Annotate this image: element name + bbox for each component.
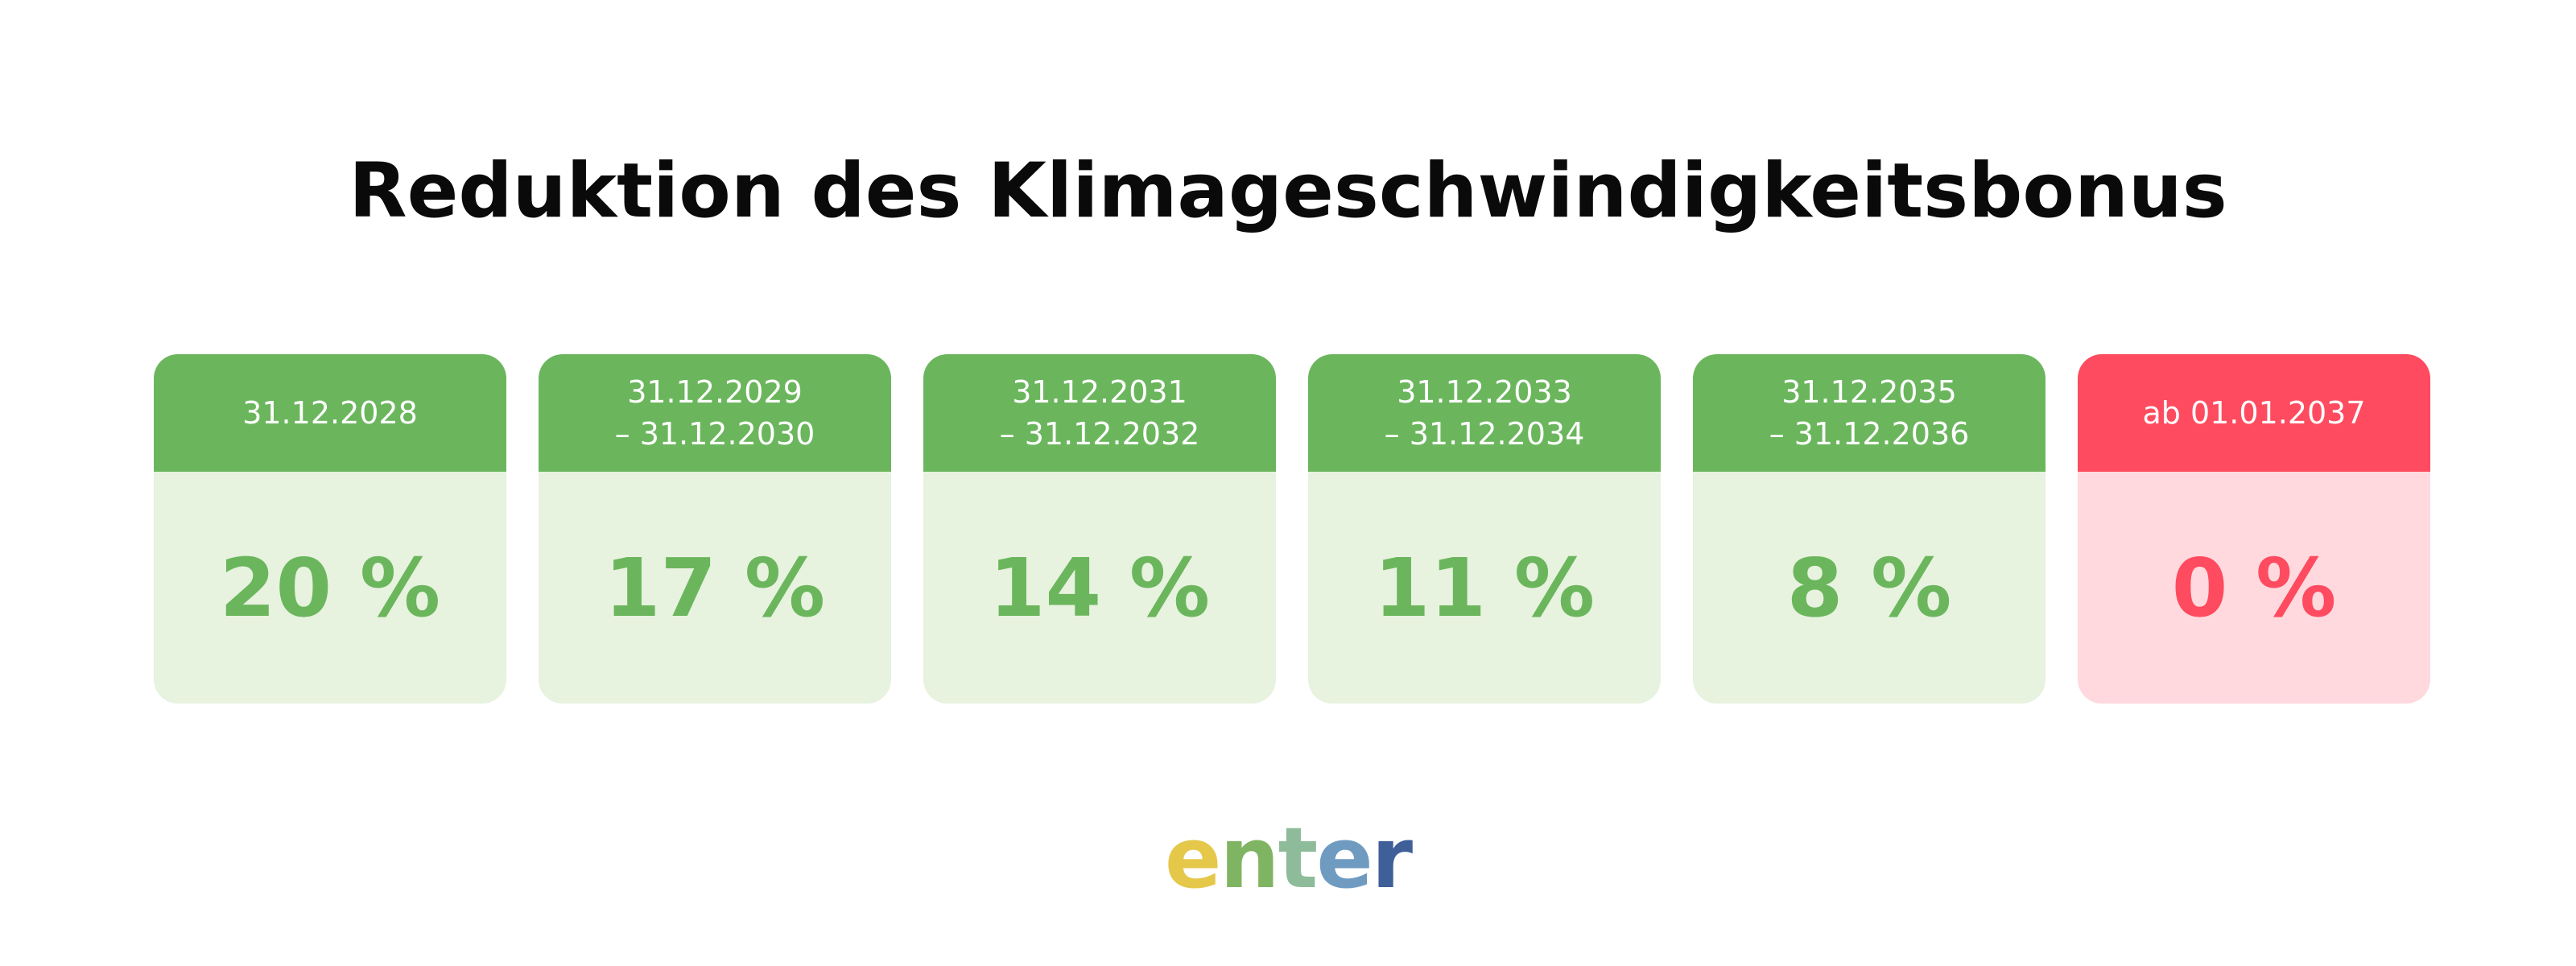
logo-letter: n bbox=[1220, 809, 1279, 907]
card-date-line1: 31.12.2029 bbox=[627, 374, 803, 410]
card-date-header: 31.12.2031 – 31.12.2032 bbox=[923, 354, 1276, 472]
card-value-area: 14 % bbox=[923, 472, 1276, 704]
card-value-area: 11 % bbox=[1308, 472, 1661, 704]
card-date-line2: – 31.12.2036 bbox=[1769, 416, 1970, 452]
card-date-line1: ab 01.01.2037 bbox=[2142, 395, 2366, 431]
card-date-header: 31.12.2035 – 31.12.2036 bbox=[1693, 354, 2046, 472]
card-value-area: 20 % bbox=[154, 472, 506, 704]
card-percentage: 17 % bbox=[604, 540, 826, 635]
card-date-line1: 31.12.2035 bbox=[1781, 374, 1957, 410]
logo-letter: e bbox=[1316, 809, 1373, 907]
page-title: Reduktion des Klimageschwindigkeitsbonus bbox=[349, 147, 2227, 235]
bonus-card: ab 01.01.2037 0 % bbox=[2078, 354, 2430, 704]
card-percentage: 20 % bbox=[219, 540, 441, 635]
card-date-header: ab 01.01.2037 bbox=[2078, 354, 2430, 472]
enter-logo: enter bbox=[0, 810, 2576, 906]
logo-letter: r bbox=[1371, 809, 1413, 907]
card-value-area: 8 % bbox=[1693, 472, 2046, 704]
card-percentage: 11 % bbox=[1373, 540, 1596, 635]
logo-letter: e bbox=[1164, 809, 1222, 907]
bonus-cards: 31.12.2028 20 % 31.12.2029 – 31.12.2030 … bbox=[154, 354, 2432, 704]
card-date-line2: – 31.12.2032 bbox=[999, 416, 1200, 452]
bonus-card: 31.12.2029 – 31.12.2030 17 % bbox=[539, 354, 891, 704]
card-date-line2: – 31.12.2034 bbox=[1384, 416, 1585, 452]
bonus-card: 31.12.2028 20 % bbox=[154, 354, 506, 704]
card-date-line1: 31.12.2031 bbox=[1012, 374, 1187, 410]
card-date-header: 31.12.2033 – 31.12.2034 bbox=[1308, 354, 1661, 472]
bonus-card: 31.12.2031 – 31.12.2032 14 % bbox=[923, 354, 1276, 704]
card-percentage: 14 % bbox=[989, 540, 1211, 635]
card-percentage: 8 % bbox=[1786, 540, 1952, 635]
card-percentage: 0 % bbox=[2171, 540, 2337, 635]
bonus-card: 31.12.2033 – 31.12.2034 11 % bbox=[1308, 354, 1661, 704]
bonus-card: 31.12.2035 – 31.12.2036 8 % bbox=[1693, 354, 2046, 704]
card-date-line2: – 31.12.2030 bbox=[614, 416, 815, 452]
card-value-area: 17 % bbox=[539, 472, 891, 704]
card-date-line1: 31.12.2033 bbox=[1397, 374, 1572, 410]
card-date-header: 31.12.2028 bbox=[154, 354, 506, 472]
card-date-line1: 31.12.2028 bbox=[242, 395, 418, 431]
card-date-header: 31.12.2029 – 31.12.2030 bbox=[539, 354, 891, 472]
logo-letter: t bbox=[1278, 809, 1319, 907]
card-value-area: 0 % bbox=[2078, 472, 2430, 704]
